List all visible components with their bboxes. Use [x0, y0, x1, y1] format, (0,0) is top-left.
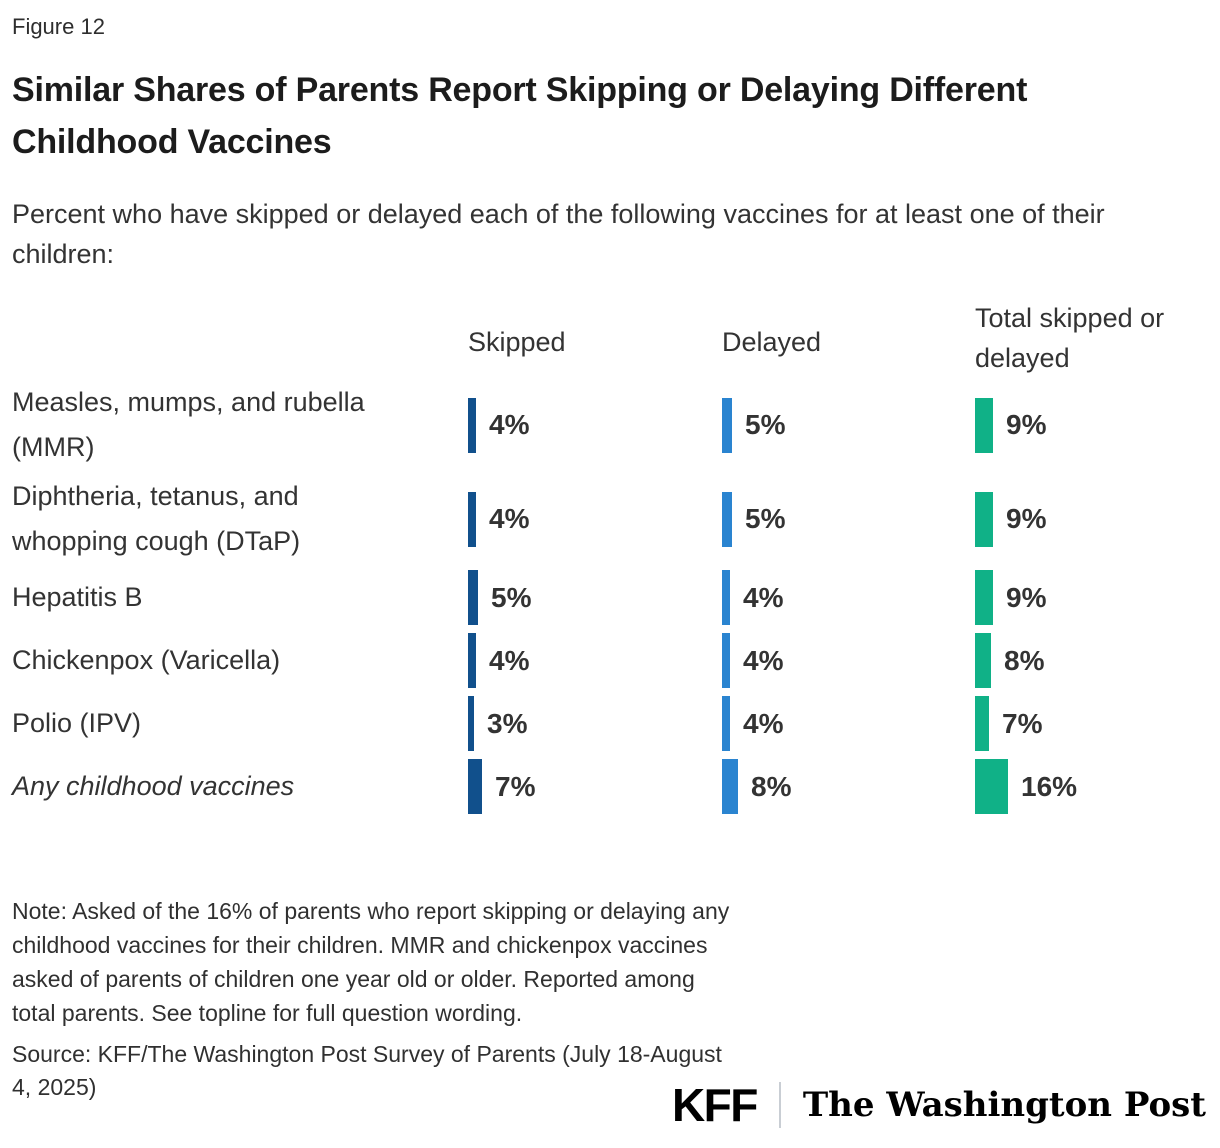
- bar: [468, 570, 478, 625]
- figure-content: Figure 12 Similar Shares of Parents Repo…: [12, 14, 1208, 1100]
- column-header-delayed: Delayed: [722, 327, 822, 357]
- bar: [975, 633, 991, 688]
- footer-logos: KFF The Washington Post: [672, 1078, 1206, 1132]
- washington-post-logo: The Washington Post: [802, 1085, 1206, 1125]
- chart-row: Chickenpox (Varicella) 4% 4% 8%: [12, 629, 1208, 692]
- column-header-skipped: Skipped: [468, 327, 566, 357]
- bar-cell-delayed: 5%: [722, 397, 975, 453]
- bar-value-label: 9%: [1006, 581, 1047, 613]
- bar-value-label: 9%: [1006, 409, 1047, 440]
- bar-value-label: 4%: [743, 644, 784, 676]
- chart-row: Measles, mumps, and rubella (MMR) 4% 5% 9%: [12, 378, 1208, 472]
- bar: [468, 397, 476, 453]
- bar: [468, 759, 482, 814]
- bar-cell-skipped: 4%: [468, 633, 722, 688]
- bar-value-label: 5%: [745, 409, 786, 440]
- bar: [975, 759, 1008, 814]
- column-header-total: Total skipped or delayed: [975, 303, 1165, 373]
- bar: [722, 633, 730, 688]
- chart-subtitle: Percent who have skipped or delayed each…: [12, 199, 1105, 269]
- chart-row: Polio (IPV) 3% 4% 7%: [12, 692, 1208, 755]
- bar-cell-skipped: 4%: [468, 491, 722, 547]
- bar: [975, 696, 989, 751]
- bar-value-label: 8%: [1004, 644, 1045, 676]
- row-label: Diphtheria, tetanus, and whopping cough (…: [12, 481, 301, 556]
- bar: [468, 696, 474, 751]
- bar-value-label: 7%: [1002, 707, 1043, 739]
- bar: [468, 633, 476, 688]
- bar-cell-total-skipped-or-delayed: 7%: [975, 696, 1208, 751]
- bar: [975, 491, 993, 547]
- bar-value-label: 5%: [491, 581, 532, 613]
- row-label: Chickenpox (Varicella): [12, 645, 281, 675]
- bar-cell-skipped: 5%: [468, 570, 722, 625]
- bar: [722, 397, 732, 453]
- bar-value-label: 4%: [743, 581, 784, 613]
- footnote: Note: Asked of the 16% of parents who re…: [12, 898, 730, 1026]
- bar-value-label: 9%: [1006, 503, 1047, 534]
- bar-value-label: 4%: [489, 409, 530, 440]
- bar-cell-delayed: 4%: [722, 570, 975, 625]
- bar-value-label: 16%: [1021, 770, 1078, 802]
- bar-value-label: 5%: [745, 503, 786, 534]
- bar-value-label: 4%: [489, 503, 530, 534]
- bar: [722, 759, 738, 814]
- chart-row: Hepatitis B 5% 4% 9%: [12, 566, 1208, 629]
- row-label: Any childhood vaccines: [12, 771, 295, 801]
- bar: [722, 570, 730, 625]
- bar-cell-delayed: 4%: [722, 633, 975, 688]
- kff-logo: KFF: [671, 1079, 758, 1131]
- bar-cell-delayed: 8%: [722, 759, 975, 814]
- row-label: Measles, mumps, and rubella (MMR): [12, 387, 365, 462]
- bar-value-label: 8%: [751, 770, 792, 802]
- row-label: Polio (IPV): [12, 708, 142, 738]
- bar-value-label: 4%: [743, 707, 784, 739]
- row-label: Hepatitis B: [12, 582, 143, 612]
- bar-cell-skipped: 7%: [468, 759, 722, 814]
- bar-cell-total-skipped-or-delayed: 9%: [975, 570, 1208, 625]
- bar-cell-total-skipped-or-delayed: 9%: [975, 397, 1208, 453]
- bar-chart: Skipped Delayed Total skipped or delayed…: [12, 298, 1208, 818]
- bar-value-label: 7%: [495, 770, 536, 802]
- bar-cell-delayed: 5%: [722, 491, 975, 547]
- bar-cell-skipped: 3%: [468, 696, 722, 751]
- chart-rows: Measles, mumps, and rubella (MMR) 4% 5% 9% Di…: [12, 378, 1208, 818]
- chart-row: Any childhood vaccines 7% 8% 16%: [12, 755, 1208, 818]
- bar: [975, 397, 993, 453]
- column-headers: Skipped Delayed Total skipped or delayed: [12, 298, 1208, 378]
- logo-separator: [778, 1082, 781, 1128]
- bar: [722, 491, 732, 547]
- bar-cell-total-skipped-or-delayed: 8%: [975, 633, 1208, 688]
- page-title: Similar Shares of Parents Report Skippin…: [12, 71, 1028, 161]
- bar-cell-total-skipped-or-delayed: 9%: [975, 491, 1208, 547]
- source-line: Source: KFF/The Washington Post Survey o…: [12, 1041, 722, 1100]
- bar-value-label: 3%: [487, 707, 528, 739]
- bar: [975, 570, 993, 625]
- bar-cell-skipped: 4%: [468, 397, 722, 453]
- bar-value-label: 4%: [489, 644, 530, 676]
- figure-label: Figure 12: [12, 14, 105, 39]
- bar: [722, 696, 730, 751]
- bar-cell-total-skipped-or-delayed: 16%: [975, 759, 1208, 814]
- chart-row: Diphtheria, tetanus, and whopping cough (…: [12, 472, 1208, 566]
- bar: [468, 491, 476, 547]
- bar-cell-delayed: 4%: [722, 696, 975, 751]
